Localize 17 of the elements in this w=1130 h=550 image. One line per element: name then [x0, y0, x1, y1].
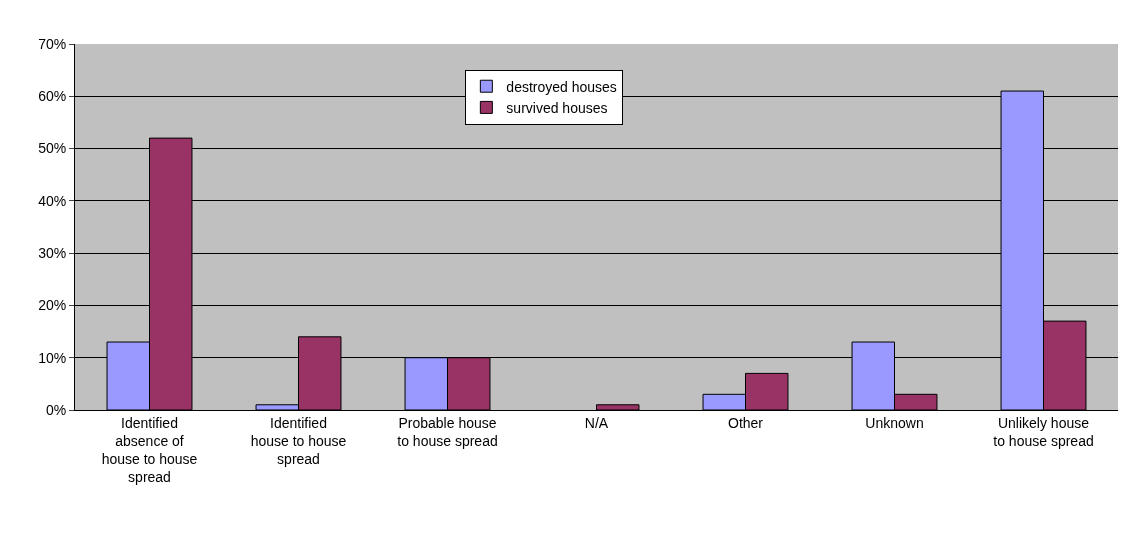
x-tick-label: Identified house to house spread [250, 414, 347, 468]
y-tick-label: 50% [38, 140, 67, 157]
x-tick-label: Probable house to house spread [397, 414, 498, 449]
y-tick-label: 40% [38, 192, 67, 209]
x-tick-label: Identified absence of house to house spread [101, 414, 198, 486]
y-tick-label: 0% [45, 401, 67, 418]
x-tick-label: Unlikely house to house spread [993, 414, 1094, 449]
x-tick-label: N/A [584, 414, 609, 431]
x-tick-label: Unknown [865, 414, 924, 431]
y-tick-label: 10% [38, 349, 67, 366]
legend-label: destroyed houses [506, 78, 617, 95]
y-tick-label: 70% [38, 35, 67, 52]
y-tick-label: 60% [38, 88, 67, 105]
x-tick-label: Other [727, 414, 764, 431]
y-tick-label: 20% [38, 297, 67, 314]
legend-label: survived houses [506, 99, 608, 116]
y-tick-label: 30% [38, 245, 67, 262]
